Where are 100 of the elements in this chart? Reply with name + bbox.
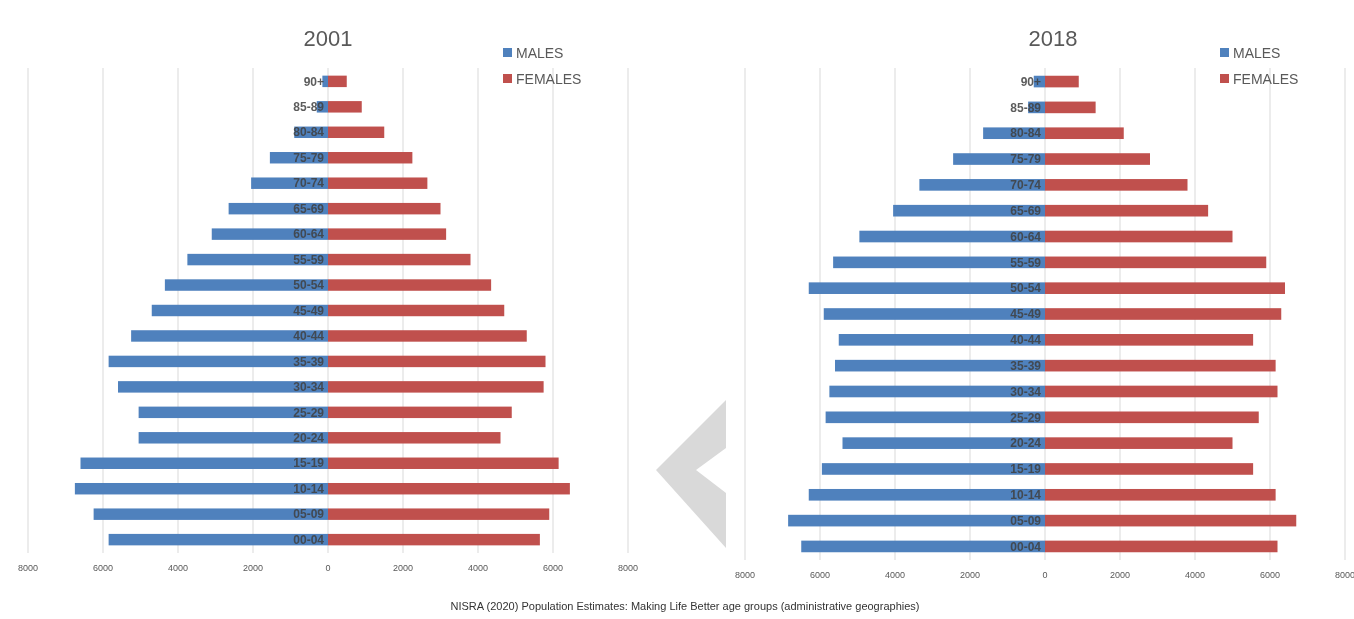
y-tick-label: 25-29 — [1010, 410, 1042, 425]
y-tick-label: 60-64 — [293, 227, 325, 242]
bar — [1045, 308, 1282, 320]
x-tick-label: 2000 — [1109, 570, 1131, 580]
y-tick-label: 55-59 — [293, 252, 325, 267]
x-tick-label: 2000 — [242, 563, 264, 573]
y-tick-label: 70-74 — [293, 176, 325, 191]
y-tick-label: 15-19 — [293, 456, 325, 471]
bar — [821, 463, 1045, 475]
bar — [1045, 488, 1276, 501]
chart-title: 2018 — [1028, 26, 1078, 51]
x-tick-label: 4000 — [167, 563, 189, 573]
y-tick-label: 75-79 — [1010, 152, 1042, 167]
bar — [1045, 334, 1254, 346]
x-tick-label: 2000 — [392, 563, 414, 573]
bar — [328, 355, 546, 368]
legend-label: MALES — [1233, 44, 1281, 61]
x-tick-label: 4000 — [1184, 570, 1206, 580]
bar — [328, 101, 362, 113]
bar — [93, 508, 328, 520]
bar — [328, 533, 540, 546]
bar — [118, 381, 328, 393]
y-tick-label: 30-34 — [293, 380, 325, 395]
x-tick-label: 0 — [325, 563, 331, 573]
bar — [164, 279, 328, 291]
bar — [131, 330, 328, 342]
bar — [328, 330, 527, 342]
bar — [1045, 75, 1079, 88]
bar — [838, 334, 1045, 346]
y-tick-label: 20-24 — [293, 431, 325, 445]
bar — [1045, 437, 1233, 449]
bar — [328, 381, 544, 393]
y-tick-label: 05-09 — [1010, 513, 1042, 528]
x-tick-label: 2000 — [959, 570, 981, 580]
x-tick-label: 8000 — [617, 563, 639, 573]
y-tick-label: 50-54 — [1010, 281, 1042, 296]
bar — [919, 179, 1045, 191]
bar — [1045, 514, 1297, 527]
bar — [328, 202, 441, 215]
legend-label: FEMALES — [1233, 70, 1299, 87]
bar — [1045, 411, 1259, 424]
x-tick-label: 6000 — [92, 563, 114, 573]
bar — [328, 406, 512, 419]
bar — [1045, 179, 1188, 191]
y-tick-label: 55-59 — [1010, 255, 1042, 270]
y-tick-label: 40-44 — [1010, 333, 1042, 348]
y-tick-label: 75-79 — [293, 150, 325, 165]
y-tick-label: 45-49 — [1010, 307, 1042, 322]
bar — [1045, 282, 1285, 294]
bar — [823, 308, 1045, 320]
x-tick-label: 8000 — [1334, 570, 1354, 580]
y-tick-label: 80-84 — [1010, 126, 1042, 141]
y-tick-label: 35-39 — [1010, 358, 1042, 373]
x-tick-label: 4000 — [467, 563, 489, 573]
bar — [328, 253, 471, 266]
legend-label: MALES — [516, 44, 564, 61]
x-tick-label: 6000 — [809, 570, 831, 580]
bar — [328, 508, 550, 520]
bar — [138, 432, 328, 444]
y-tick-label: 65-69 — [293, 201, 325, 216]
y-tick-label: 50-54 — [293, 278, 325, 293]
legend-label: FEMALES — [516, 70, 582, 87]
y-tick-label: 65-69 — [1010, 203, 1042, 218]
bar — [328, 228, 447, 240]
bar — [1045, 153, 1150, 165]
bar — [74, 482, 328, 495]
chart-title: 2001 — [303, 26, 353, 51]
bar — [1045, 230, 1233, 243]
bar — [328, 75, 347, 88]
y-tick-label: 45-49 — [293, 303, 325, 318]
bar — [328, 432, 501, 444]
bar — [842, 437, 1045, 449]
bar — [1045, 540, 1278, 553]
bar — [328, 126, 385, 139]
x-tick-label: 8000 — [17, 563, 39, 573]
bar — [1045, 204, 1209, 217]
y-tick-label: 35-39 — [293, 354, 325, 369]
y-tick-label: 25-29 — [293, 405, 325, 420]
bar — [808, 488, 1045, 501]
bar — [328, 279, 492, 291]
y-tick-label: 00-04 — [293, 532, 325, 547]
y-tick-label: 70-74 — [1010, 178, 1042, 193]
x-tick-label: 6000 — [542, 563, 564, 573]
bar — [893, 204, 1045, 217]
y-tick-label: 15-19 — [1010, 462, 1042, 477]
y-tick-label: 00-04 — [1010, 539, 1042, 554]
y-tick-label: 40-44 — [293, 329, 325, 344]
bar — [328, 152, 413, 164]
bar — [1045, 256, 1267, 269]
y-tick-label: 60-64 — [1010, 229, 1042, 244]
bar — [328, 177, 428, 189]
x-tick-label: 6000 — [1259, 570, 1281, 580]
bar — [825, 411, 1045, 424]
bar — [328, 304, 505, 317]
y-tick-label: 05-09 — [293, 507, 325, 522]
bar — [1045, 101, 1096, 114]
bar — [1045, 385, 1278, 398]
x-tick-label: 4000 — [884, 570, 906, 580]
bar — [328, 457, 559, 469]
bar — [328, 482, 570, 495]
